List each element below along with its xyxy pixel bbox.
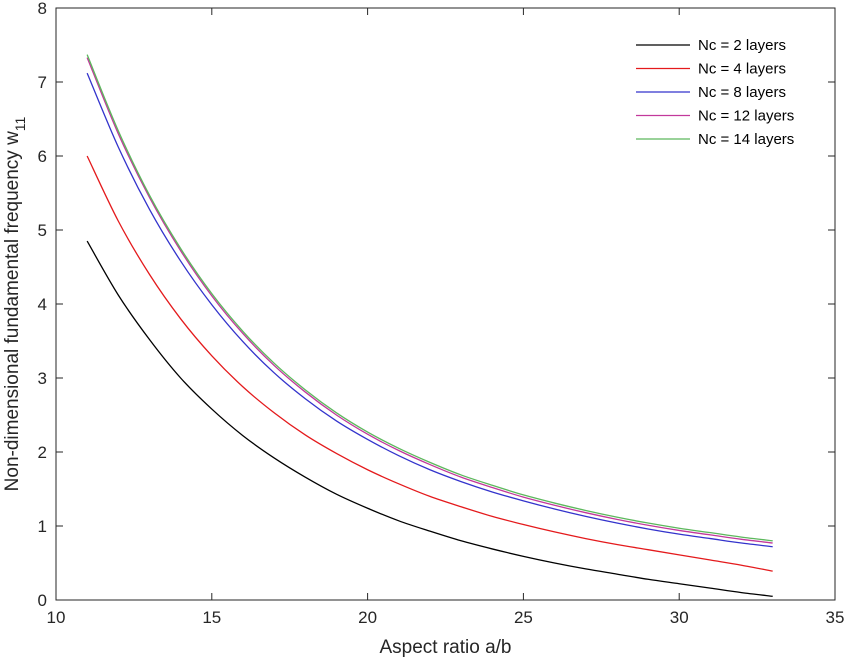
- y-tick-label: 0: [38, 591, 47, 610]
- legend: Nc = 2 layers Nc = 4 layers Nc = 8 layers N…: [626, 32, 826, 156]
- x-tick-label: 20: [358, 608, 377, 627]
- y-axis-title: Non-dimensional fundamental frequency w1…: [2, 116, 28, 491]
- series-line-nc-12-layers: [86, 57, 773, 544]
- legend-label-nc-12-layers: Nc = 12 layers: [698, 108, 794, 125]
- y-tick-label: 3: [38, 369, 47, 388]
- y-tick-label: 7: [38, 73, 47, 92]
- series-line-nc-2-layers: [86, 240, 773, 597]
- x-tick-label: 25: [514, 608, 533, 627]
- x-tick-label: 15: [202, 608, 221, 627]
- series-layer: [86, 54, 773, 597]
- legend-label-nc-4-layers: Nc = 4 layers: [698, 61, 786, 78]
- legend-label-nc-8-layers: Nc = 8 layers: [698, 84, 786, 101]
- series-line-nc-14-layers: [86, 54, 773, 542]
- series-line-nc-4-layers: [86, 155, 773, 572]
- y-tick-label: 5: [38, 221, 47, 240]
- y-tick-label: 6: [38, 147, 47, 166]
- y-tick-label: 4: [38, 295, 47, 314]
- x-tick-label: 35: [826, 608, 845, 627]
- x-axis-title: Aspect ratio a/b: [379, 637, 511, 658]
- y-tick-label: 8: [38, 0, 47, 18]
- y-tick-label: 2: [38, 443, 47, 462]
- legend-box: [626, 32, 826, 156]
- series-line-nc-8-layers: [86, 72, 773, 548]
- x-tick-label: 10: [47, 608, 66, 627]
- ticks-layer: 10 15 20 25 30 35 0 1 2 3 4 5 6 7 8: [38, 0, 845, 627]
- legend-label-nc-14-layers: Nc = 14 layers: [698, 131, 794, 148]
- y-axis-title-main: Non-dimensional fundamental frequency w: [2, 131, 23, 491]
- x-tick-label: 30: [670, 608, 689, 627]
- y-tick-label: 1: [38, 517, 47, 536]
- y-axis-title-subscript: 11: [12, 116, 28, 131]
- legend-label-nc-2-layers: Nc = 2 layers: [698, 37, 786, 54]
